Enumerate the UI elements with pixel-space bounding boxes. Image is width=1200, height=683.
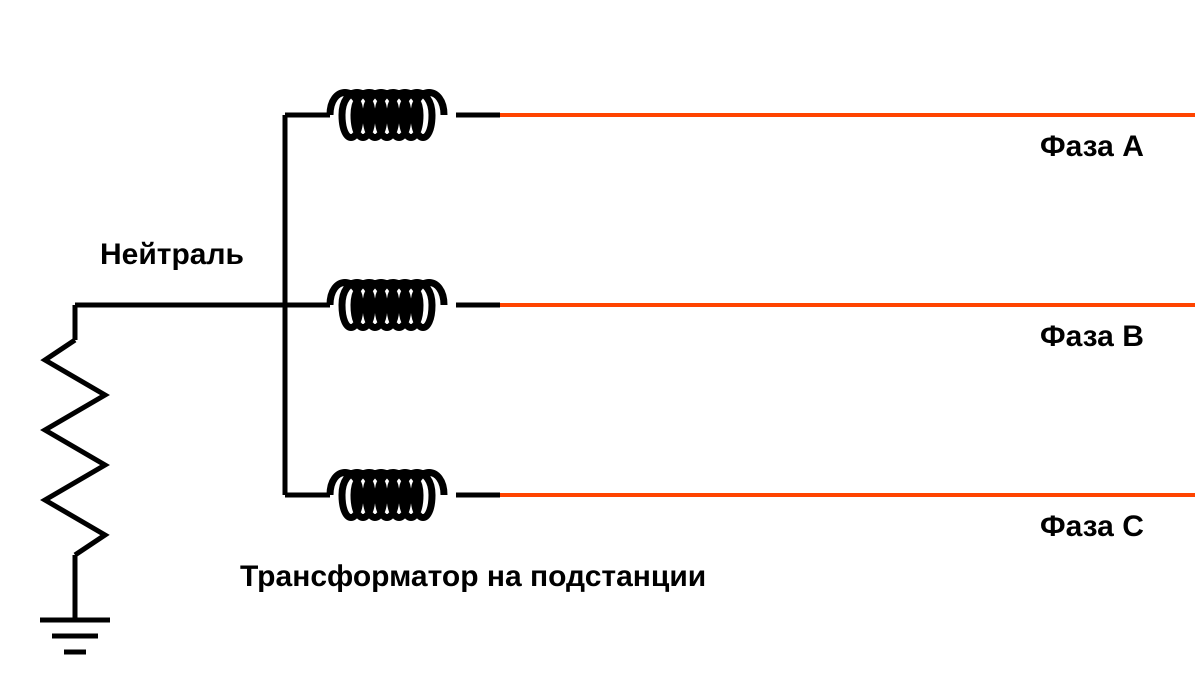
caption-label: Трансформатор на подстанции — [240, 560, 706, 594]
phaseA-label: Фаза А — [1040, 130, 1144, 164]
neutral-label: Нейтраль — [100, 238, 244, 272]
phaseC-label: Фаза С — [1040, 510, 1144, 544]
coil-phaseC — [330, 473, 444, 518]
ground-symbol — [40, 620, 110, 652]
phaseB-label: Фаза В — [1040, 320, 1144, 354]
coil-phaseA — [330, 93, 444, 138]
grounding-resistor — [45, 340, 105, 555]
coil-phaseB — [330, 283, 444, 328]
